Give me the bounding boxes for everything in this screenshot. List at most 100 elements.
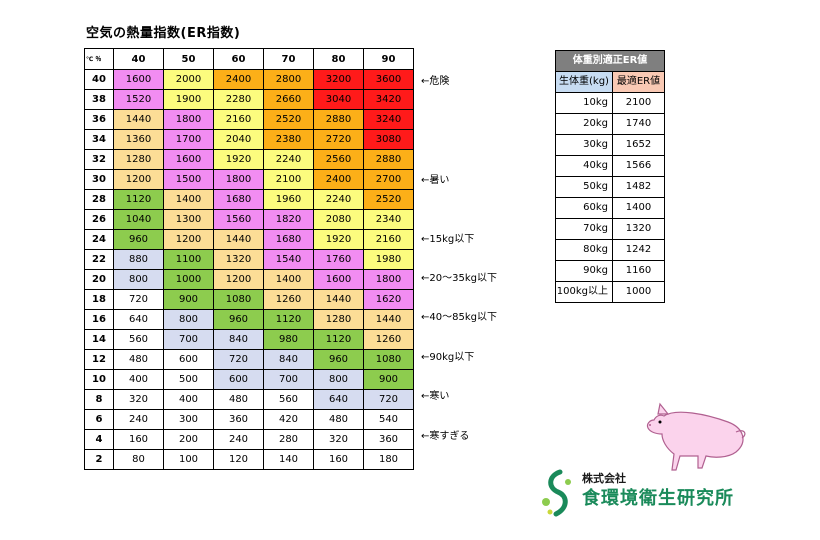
er-value-cell: 480 — [213, 389, 264, 410]
table-row: 30 1200 1500 1800 2100 2400 2700 — [84, 169, 414, 190]
er-value-cell: 2660 — [263, 89, 314, 110]
table-row: 70kg 1320 — [555, 218, 665, 240]
temperature-label: 12 — [84, 349, 114, 370]
er-value-cell: 1620 — [363, 289, 414, 310]
optimal-er-cell: 2100 — [612, 92, 665, 114]
temperature-label: 14 — [84, 329, 114, 350]
er-value-cell: 900 — [163, 289, 214, 310]
logo-company-name: 食環境衛生研究所 — [582, 488, 734, 509]
humidity-header: 90 — [363, 48, 414, 70]
er-value-cell: 3600 — [363, 69, 414, 90]
er-value-cell: 560 — [263, 389, 314, 410]
er-value-cell: 1320 — [213, 249, 264, 270]
er-value-cell: 160 — [113, 429, 164, 450]
row-annotation: ←寒い — [421, 391, 450, 403]
weight-cell: 30kg — [555, 134, 613, 156]
temperature-label: 10 — [84, 369, 114, 390]
optimal-er-cell: 1400 — [612, 197, 665, 219]
table-row: 26 1040 1300 1560 1820 2080 2340 — [84, 209, 414, 230]
er-value-cell: 480 — [113, 349, 164, 370]
company-logo: 株式会社 食環境衛生研究所 — [538, 468, 763, 520]
table-row: 34 1360 1700 2040 2380 2720 3080 — [84, 129, 414, 150]
er-index-table: ℃ ％ 40 50 60 70 80 90 40 1600 2000 2400 2800 3200 360… — [84, 48, 414, 470]
temperature-label: 38 — [84, 89, 114, 110]
er-value-cell: 1260 — [263, 289, 314, 310]
row-annotation: ←暑い — [421, 174, 450, 186]
row-annotation: ←15kg以下 — [421, 233, 475, 245]
table-row: 2 80 100 120 140 160 180 — [84, 449, 414, 470]
table-row: 8 320 400 480 560 640 720 — [84, 389, 414, 410]
table-row: 16 640 800 960 1120 1280 1440 — [84, 309, 414, 330]
er-value-cell: 2100 — [263, 169, 314, 190]
er-value-cell: 600 — [163, 349, 214, 370]
temperature-label: 22 — [84, 249, 114, 270]
table-row: 40kg 1566 — [555, 155, 665, 177]
er-value-cell: 420 — [263, 409, 314, 430]
er-value-cell: 980 — [263, 329, 314, 350]
temperature-label: 30 — [84, 169, 114, 190]
er-value-cell: 1440 — [363, 309, 414, 330]
er-value-cell: 1820 — [263, 209, 314, 230]
humidity-header: 40 — [113, 48, 164, 70]
er-value-cell: 700 — [163, 329, 214, 350]
er-value-cell: 1900 — [163, 89, 214, 110]
er-value-cell: 2340 — [363, 209, 414, 230]
page-title: 空気の熱量指数(ER指数) — [86, 26, 241, 41]
er-value-cell: 140 — [263, 449, 314, 470]
er-value-cell: 240 — [213, 429, 264, 450]
weight-cell: 60kg — [555, 197, 613, 219]
table-row: 18 720 900 1080 1260 1440 1620 — [84, 289, 414, 310]
er-value-cell: 2880 — [313, 109, 364, 130]
temperature-label: 6 — [84, 409, 114, 430]
temperature-label: 24 — [84, 229, 114, 250]
er-value-cell: 800 — [163, 309, 214, 330]
er-value-cell: 3240 — [363, 109, 414, 130]
table-row: 10kg 2100 — [555, 92, 665, 114]
temperature-label: 4 — [84, 429, 114, 450]
table-row: 38 1520 1900 2280 2660 3040 3420 — [84, 89, 414, 110]
er-value-cell: 1680 — [213, 189, 264, 210]
er-value-cell: 280 — [263, 429, 314, 450]
er-value-cell: 200 — [163, 429, 214, 450]
er-value-cell: 3420 — [363, 89, 414, 110]
er-value-cell: 2240 — [313, 189, 364, 210]
er-value-cell: 960 — [313, 349, 364, 370]
weight-cell: 80kg — [555, 239, 613, 261]
er-value-cell: 1560 — [213, 209, 264, 230]
optimal-er-cell: 1242 — [612, 239, 665, 261]
er-value-cell: 1200 — [213, 269, 264, 290]
er-value-cell: 1680 — [263, 229, 314, 250]
er-value-cell: 2880 — [363, 149, 414, 170]
er-value-cell: 2400 — [313, 169, 364, 190]
er-value-cell: 1600 — [163, 149, 214, 170]
table-row: 20 800 1000 1200 1400 1600 1800 — [84, 269, 414, 290]
weight-cell: 50kg — [555, 176, 613, 198]
er-value-cell: 1200 — [163, 229, 214, 250]
er-value-cell: 1200 — [113, 169, 164, 190]
er-value-cell: 500 — [163, 369, 214, 390]
er-value-cell: 720 — [213, 349, 264, 370]
table-row: 30kg 1652 — [555, 134, 665, 156]
er-value-cell: 1520 — [113, 89, 164, 110]
er-value-cell: 3080 — [363, 129, 414, 150]
er-value-cell: 880 — [113, 249, 164, 270]
er-value-cell: 1440 — [313, 289, 364, 310]
er-value-cell: 1800 — [213, 169, 264, 190]
weight-table-title: 体重別適正ER値 — [555, 50, 665, 72]
er-value-cell: 2160 — [363, 229, 414, 250]
optimal-er-cell: 1482 — [612, 176, 665, 198]
er-value-cell: 3040 — [313, 89, 364, 110]
er-value-cell: 2040 — [213, 129, 264, 150]
er-value-cell: 160 — [313, 449, 364, 470]
er-value-cell: 300 — [163, 409, 214, 430]
er-value-cell: 100 — [163, 449, 214, 470]
er-value-cell: 1120 — [313, 329, 364, 350]
temperature-label: 16 — [84, 309, 114, 330]
er-value-cell: 1280 — [313, 309, 364, 330]
er-value-cell: 3200 — [313, 69, 364, 90]
optimal-er-cell: 1320 — [612, 218, 665, 240]
er-value-cell: 640 — [113, 309, 164, 330]
er-value-cell: 1120 — [263, 309, 314, 330]
humidity-header: 60 — [213, 48, 264, 70]
er-value-cell: 120 — [213, 449, 264, 470]
